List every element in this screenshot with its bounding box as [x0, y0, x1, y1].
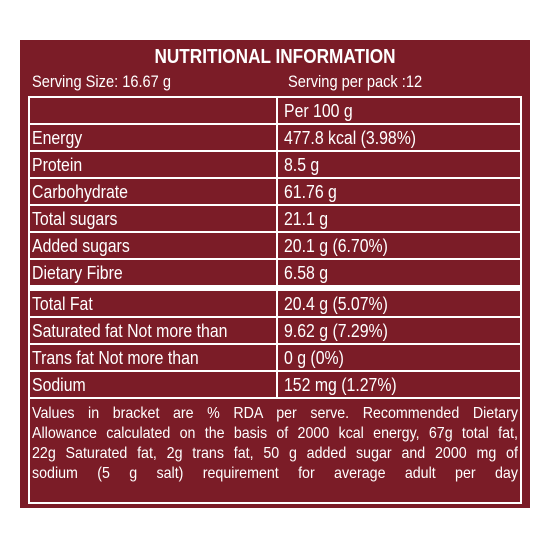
footnote-line: 22g Saturated fat, 2g trans fat, 50 g ad…: [32, 445, 518, 462]
column-divider: [276, 152, 278, 177]
table-row: Dietary Fibre 6.58 g: [28, 260, 522, 287]
column-divider: [276, 179, 278, 204]
nutrient-value: 152 mg (1.27%): [284, 375, 397, 395]
serving-size: Serving Size: 16.67 g: [32, 72, 171, 91]
table-row: Protein 8.5 g: [28, 152, 522, 179]
table-row: Energy 477.8 kcal (3.98%): [28, 125, 522, 152]
footnote: Values in bracket are % RDA per serve. R…: [32, 404, 518, 484]
nutrient-value: 477.8 kcal (3.98%): [284, 128, 417, 148]
nutrient-name: Energy: [32, 128, 83, 148]
column-divider: [276, 125, 278, 150]
column-divider: [276, 260, 278, 285]
table-row: Added sugars 20.1 g (6.70%): [28, 233, 522, 260]
nutrient-name: Carbohydrate: [32, 182, 128, 202]
column-divider: [276, 291, 278, 316]
table-row: Carbohydrate 61.76 g: [28, 179, 522, 206]
table-row: Total sugars 21.1 g: [28, 206, 522, 233]
nutrient-name: Protein: [32, 155, 83, 175]
nutrient-value: 6.58 g: [284, 263, 329, 283]
nutrient-name: Trans fat Not more than: [32, 348, 199, 368]
nutrient-value: 9.62 g (7.29%): [284, 321, 388, 341]
nutrient-value: 21.1 g: [284, 209, 329, 229]
footnote-line: sodium (5 g salt) requirement for averag…: [32, 465, 518, 482]
nutrient-name: Added sugars: [32, 236, 130, 256]
column-divider: [276, 372, 278, 397]
table-row: Total Fat 20.4 g (5.07%): [28, 287, 522, 318]
footnote-line: Allowance calculated on the basis of 200…: [32, 425, 518, 442]
column-divider: [276, 206, 278, 231]
table-row: Saturated fat Not more than 9.62 g (7.29%…: [28, 318, 522, 345]
nutrient-name: Saturated fat Not more than: [32, 321, 228, 341]
table-row: Sodium 152 mg (1.27%): [28, 372, 522, 399]
column-divider: [276, 233, 278, 258]
nutrient-name: Dietary Fibre: [32, 263, 123, 283]
column-header: Per 100 g: [284, 101, 353, 121]
column-divider: [276, 318, 278, 343]
nutrient-name: Total sugars: [32, 209, 118, 229]
column-divider: [276, 345, 278, 370]
title: NUTRITIONAL INFORMATION: [154, 46, 396, 68]
nutrient-name: Total Fat: [32, 294, 93, 314]
servings-per-pack: Serving per pack :12: [288, 72, 423, 91]
footnote-line: Values in bracket are % RDA per serve. R…: [32, 405, 518, 422]
nutrient-value: 20.1 g (6.70%): [284, 236, 388, 256]
nutrient-name: Sodium: [32, 375, 86, 395]
nutrient-value: 0 g (0%): [284, 348, 344, 368]
nutrient-value: 20.4 g (5.07%): [284, 294, 388, 314]
table-row: Trans fat Not more than 0 g (0%): [28, 345, 522, 372]
nutrient-value: 61.76 g: [284, 182, 337, 202]
header-row: Per 100 g: [28, 98, 522, 125]
nutrient-value: 8.5 g: [284, 155, 320, 175]
column-divider: [276, 98, 278, 123]
nutrition-table: Per 100 g Energy 477.8 kcal (3.98%) Protei…: [28, 96, 522, 399]
nutrition-panel: NUTRITIONAL INFORMATION Serving Size: 16…: [20, 40, 530, 508]
